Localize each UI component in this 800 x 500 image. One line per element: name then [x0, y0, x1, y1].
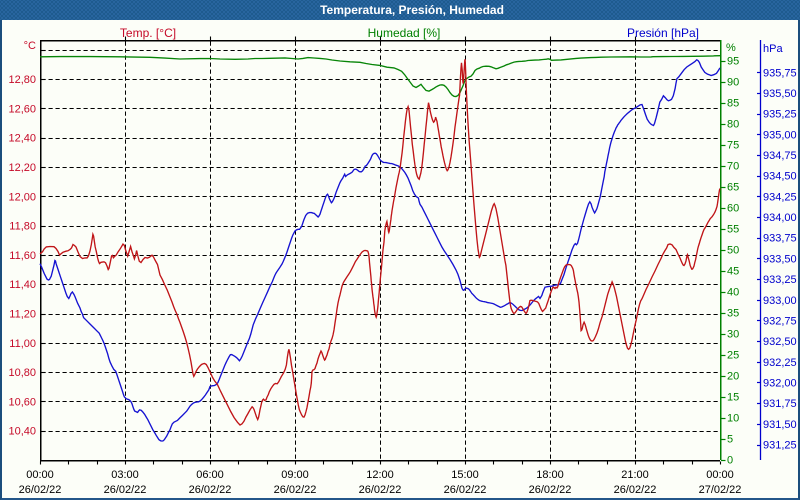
svg-text:11,60: 11,60 — [9, 250, 36, 262]
svg-text:26/02/22: 26/02/22 — [189, 484, 232, 496]
svg-text:11,00: 11,00 — [9, 338, 36, 350]
svg-text:932,00: 932,00 — [763, 378, 797, 390]
svg-text:26/02/22: 26/02/22 — [614, 484, 657, 496]
svg-text:11,80: 11,80 — [9, 221, 36, 233]
svg-text:50: 50 — [727, 245, 739, 257]
svg-text:40: 40 — [727, 287, 739, 299]
svg-text:932,25: 932,25 — [763, 357, 797, 369]
svg-text:15:00: 15:00 — [451, 469, 479, 481]
svg-text:12,80: 12,80 — [8, 74, 36, 86]
svg-text:00:00: 00:00 — [26, 469, 54, 481]
svg-text:933,25: 933,25 — [763, 274, 797, 286]
svg-text:12,40: 12,40 — [8, 133, 36, 145]
svg-text:hPa: hPa — [763, 43, 783, 55]
svg-text:26/02/22: 26/02/22 — [444, 484, 487, 496]
svg-text:70: 70 — [727, 161, 739, 173]
svg-text:03:00: 03:00 — [111, 469, 139, 481]
svg-text:%: % — [726, 42, 736, 54]
svg-text:25: 25 — [727, 350, 739, 362]
svg-text:26/02/22: 26/02/22 — [274, 484, 317, 496]
svg-text:10: 10 — [727, 413, 739, 425]
svg-text:935,75: 935,75 — [763, 67, 797, 79]
svg-text:27/02/22: 27/02/22 — [699, 484, 742, 496]
svg-text:90: 90 — [727, 77, 739, 89]
svg-text:12,20: 12,20 — [8, 162, 36, 174]
svg-text:933,00: 933,00 — [763, 295, 797, 307]
svg-text:5: 5 — [727, 434, 733, 446]
svg-text:932,50: 932,50 — [763, 336, 797, 348]
svg-text:35: 35 — [727, 308, 739, 320]
svg-text:11,40: 11,40 — [9, 279, 36, 291]
svg-text:0: 0 — [727, 455, 733, 467]
svg-text:934,75: 934,75 — [763, 150, 797, 162]
svg-text:°C: °C — [24, 40, 36, 52]
svg-text:931,25: 931,25 — [763, 440, 797, 452]
svg-text:10,60: 10,60 — [8, 396, 36, 408]
svg-text:11,20: 11,20 — [9, 309, 36, 321]
svg-text:934,00: 934,00 — [763, 212, 797, 224]
svg-text:935,50: 935,50 — [763, 88, 797, 100]
svg-text:45: 45 — [727, 266, 739, 278]
svg-text:935,00: 935,00 — [763, 129, 797, 141]
svg-text:26/02/22: 26/02/22 — [104, 484, 147, 496]
svg-text:60: 60 — [727, 203, 739, 215]
svg-text:Humedad [%]: Humedad [%] — [368, 26, 441, 40]
svg-text:06:00: 06:00 — [196, 469, 224, 481]
svg-text:12,00: 12,00 — [8, 191, 36, 203]
svg-text:931,75: 931,75 — [763, 398, 797, 410]
svg-text:933,75: 933,75 — [763, 233, 797, 245]
svg-text:933,50: 933,50 — [763, 253, 797, 265]
svg-text:00:00: 00:00 — [706, 469, 734, 481]
svg-text:26/02/22: 26/02/22 — [529, 484, 572, 496]
svg-text:85: 85 — [727, 98, 739, 110]
svg-text:12:00: 12:00 — [366, 469, 394, 481]
svg-text:30: 30 — [727, 329, 739, 341]
svg-text:09:00: 09:00 — [281, 469, 309, 481]
svg-text:18:00: 18:00 — [536, 469, 564, 481]
svg-text:12,60: 12,60 — [8, 103, 36, 115]
svg-text:934,25: 934,25 — [763, 191, 797, 203]
svg-text:934,50: 934,50 — [763, 171, 797, 183]
svg-text:65: 65 — [727, 182, 739, 194]
svg-text:95: 95 — [727, 56, 739, 68]
svg-text:55: 55 — [727, 224, 739, 236]
svg-text:Temp. [°C]: Temp. [°C] — [120, 26, 176, 40]
svg-text:21:00: 21:00 — [621, 469, 649, 481]
svg-text:15: 15 — [727, 392, 739, 404]
svg-text:20: 20 — [727, 371, 739, 383]
svg-text:Presión [hPa]: Presión [hPa] — [627, 26, 699, 40]
svg-text:26/02/22: 26/02/22 — [359, 484, 402, 496]
svg-text:10,80: 10,80 — [8, 367, 36, 379]
svg-text:935,25: 935,25 — [763, 109, 797, 121]
svg-text:75: 75 — [727, 140, 739, 152]
svg-text:932,75: 932,75 — [763, 316, 797, 328]
svg-text:80: 80 — [727, 119, 739, 131]
svg-text:26/02/22: 26/02/22 — [19, 484, 62, 496]
svg-text:931,50: 931,50 — [763, 419, 797, 431]
svg-text:10,40: 10,40 — [8, 426, 36, 438]
